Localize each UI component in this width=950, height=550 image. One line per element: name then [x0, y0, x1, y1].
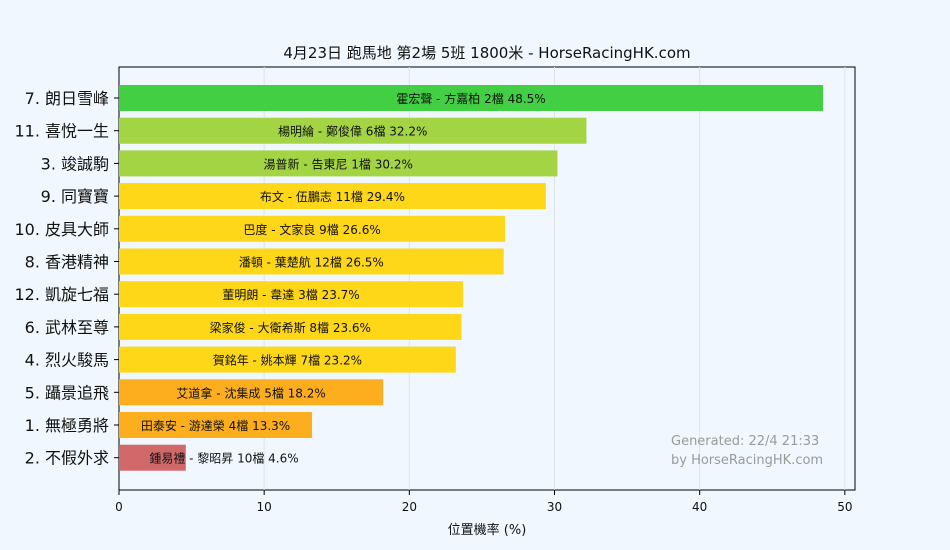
- bar-label: 董明朗 - 韋達 3檔 23.7%: [222, 288, 359, 302]
- bar-label: 巴度 - 文家良 9檔 26.6%: [243, 222, 380, 237]
- bar: [119, 346, 456, 373]
- x-axis-title: 位置機率 (%): [448, 522, 527, 538]
- bar-label: 布文 - 伍鵬志 11檔 29.4%: [260, 189, 405, 204]
- bar-label: 楊明綸 - 鄭俊偉 6檔 32.2%: [278, 124, 427, 139]
- x-tick-label: 30: [547, 500, 562, 514]
- bar: [119, 183, 546, 210]
- bar-label: 湯普新 - 告東尼 1檔 30.2%: [264, 156, 413, 171]
- x-tick-label: 50: [837, 500, 852, 514]
- bar-label: 鍾易禮 - 黎昭昇 10檔 4.6%: [149, 452, 298, 466]
- bar-label: 田泰安 - 游達榮 4檔 13.3%: [141, 418, 290, 433]
- bar: [119, 117, 587, 144]
- chart-title: 4月23日 跑馬地 第2場 5班 1800米 - HorseRacingHK.c…: [283, 44, 690, 62]
- bar: [119, 215, 506, 242]
- category-label: 7. 朗日雪峰: [25, 89, 109, 108]
- bar-label: 潘頓 - 葉楚航 12檔 26.5%: [239, 255, 384, 270]
- labels: 7. 朗日雪峰 霍宏聲 - 方嘉柏 2檔 48.5% 11. 喜悅一生 楊明綸 - 鄭…: [14, 89, 545, 468]
- bar: [119, 313, 462, 340]
- category-label: 9. 同寶寶: [41, 187, 109, 206]
- category-label: 8. 香港精神: [25, 253, 109, 272]
- x-tick-label: 40: [692, 500, 707, 514]
- bar-label: 梁家俊 - 大衛希斯 8檔 23.6%: [210, 320, 371, 335]
- bar: [119, 412, 313, 438]
- generated-note: Generated: 22/4 21:33: [671, 434, 819, 449]
- x-axis: 0 10 20 30 40 50: [114, 97, 852, 514]
- bar: [119, 281, 464, 308]
- site-note: by HorseRacingHK.com: [671, 453, 823, 468]
- category-label: 5. 躡景追飛: [25, 383, 109, 402]
- bar-label: 賀銘年 - 姚本輝 7檔 23.2%: [213, 353, 362, 368]
- category-label: 11. 喜悅一生: [14, 122, 109, 141]
- x-tick-label: 10: [257, 500, 272, 514]
- bar: [119, 248, 504, 275]
- category-label: 12. 凱旋七福: [14, 285, 109, 304]
- category-label: 10. 皮具大師: [14, 220, 109, 239]
- category-label: 3. 竣誠駒: [41, 154, 109, 173]
- bar: [119, 444, 186, 471]
- bar: [119, 85, 824, 111]
- category-label: 4. 烈火駿馬: [25, 351, 109, 370]
- bars: [119, 85, 824, 471]
- category-label: 1. 無極勇將: [25, 416, 109, 435]
- bar: [119, 379, 384, 406]
- category-label: 2. 不假外求: [25, 449, 109, 468]
- bar: [119, 150, 558, 177]
- bar-label: 艾道拿 - 沈集成 5檔 18.2%: [176, 385, 325, 400]
- x-tick-label: 20: [402, 500, 417, 514]
- bar-label: 霍宏聲 - 方嘉柏 2檔 48.5%: [396, 91, 545, 106]
- category-label: 6. 武林至尊: [25, 318, 109, 337]
- x-tick-label: 0: [115, 500, 123, 514]
